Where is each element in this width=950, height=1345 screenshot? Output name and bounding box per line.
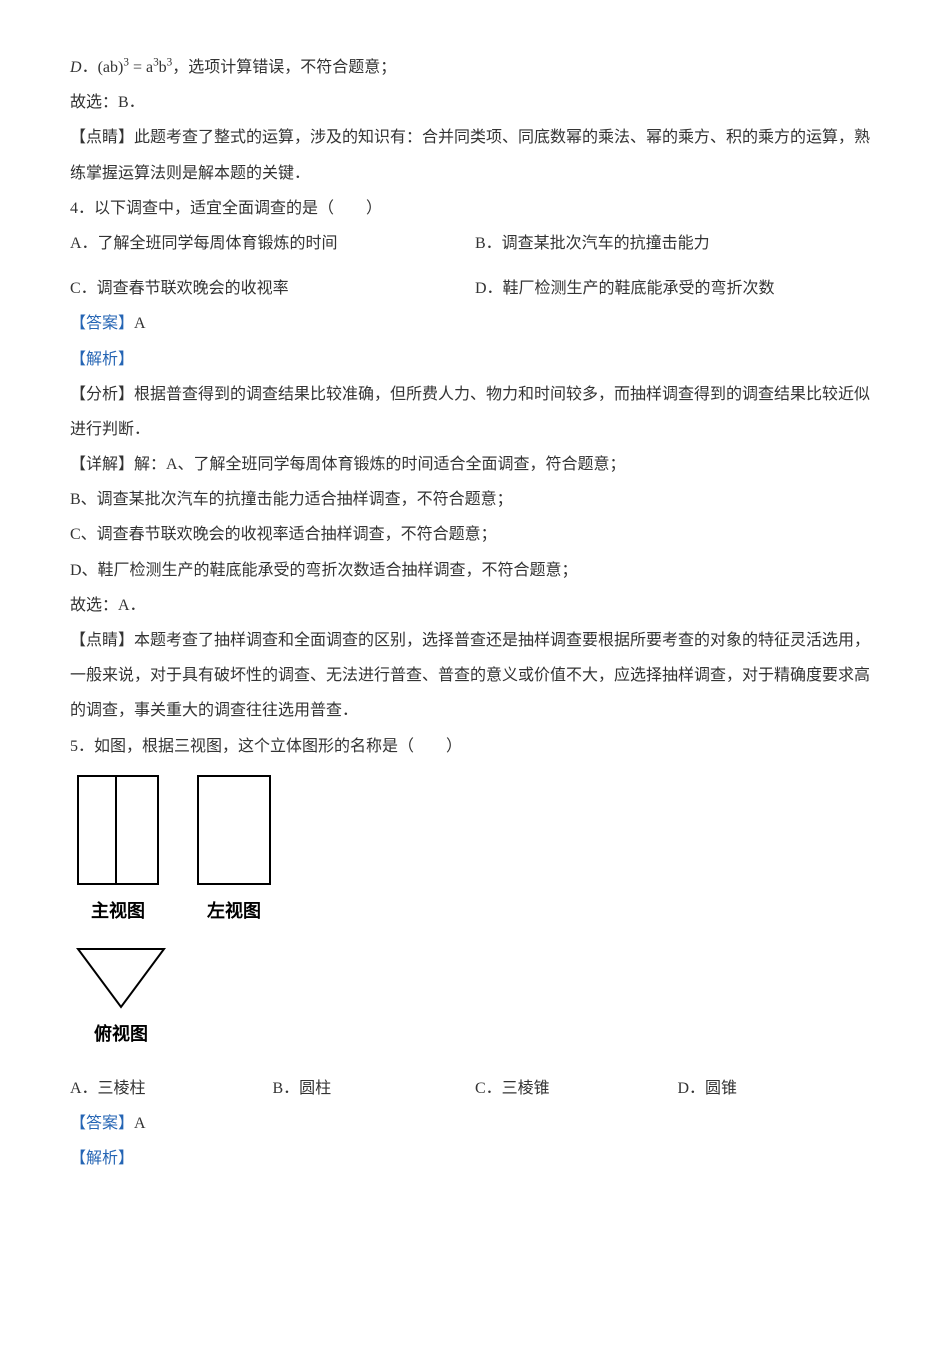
q4-fenxi: 【分析】根据普查得到的调查结果比较准确，但所费人力、物力和时间较多，而抽样调查得… (70, 377, 880, 447)
q5-option-c[interactable]: C．三棱锥 (475, 1071, 678, 1106)
views-row-2: 俯视图 (76, 947, 880, 1055)
q4-xiangjie-b: B、调查某批次汽车的抗撞击能力适合抽样调查，不符合题意； (70, 482, 880, 517)
prev-therefore: 故选：B． (70, 85, 880, 120)
prev-dianjing: 【点睛】此题考查了整式的运算，涉及的知识有：合并同类项、同底数幂的乘法、幂的乘方… (70, 120, 880, 190)
q4-xiangjie-a: 【详解】解：A、了解全班同学每周体育锻炼的时间适合全面调查，符合题意； (70, 447, 880, 482)
front-view-icon (76, 774, 160, 886)
top-view-block: 俯视图 (76, 947, 166, 1055)
math-expr: (ab)3 = a3b3 (98, 59, 173, 76)
q5-options: A．三棱柱 B．圆柱 C．三棱锥 D．圆锥 (70, 1071, 880, 1106)
answer-label: 【答案】 (70, 1115, 134, 1132)
front-view-block: 主视图 (76, 774, 160, 932)
front-view-label: 主视图 (91, 892, 145, 932)
q4-stem: 4．以下调查中，适宜全面调查的是（ ） (70, 191, 880, 226)
q4-jiexi-label: 【解析】 (70, 342, 880, 377)
prev-option-d: D．(ab)3 = a3b3，选项计算错误，不符合题意； (70, 50, 880, 85)
q5-answer-line: 【答案】A (70, 1106, 880, 1141)
q4-xiangjie-c: C、调查春节联欢晚会的收视率适合抽样调查，不符合题意； (70, 517, 880, 552)
q4-option-d[interactable]: D．鞋厂检测生产的鞋底能承受的弯折次数 (475, 271, 880, 306)
q4-option-a[interactable]: A．了解全班同学每周体育锻炼的时间 (70, 226, 475, 261)
q5-stem: 5．如图，根据三视图，这个立体图形的名称是（ ） (70, 729, 880, 764)
left-view-icon (196, 774, 272, 886)
left-view-label: 左视图 (207, 892, 261, 932)
q4-xiangjie-d: D、鞋厂检测生产的鞋底能承受的弯折次数适合抽样调查，不符合题意； (70, 553, 880, 588)
q5-option-b[interactable]: B．圆柱 (273, 1071, 476, 1106)
q4-option-b[interactable]: B．调查某批次汽车的抗撞击能力 (475, 226, 880, 261)
answer-label: 【答案】 (70, 315, 134, 332)
q5-jiexi-label: 【解析】 (70, 1141, 880, 1176)
letter-d: D (70, 59, 82, 76)
q4-option-c[interactable]: C．调查春节联欢晚会的收视率 (70, 271, 475, 306)
q5-option-d[interactable]: D．圆锥 (678, 1071, 881, 1106)
q4-answer-line: 【答案】A (70, 306, 880, 341)
top-view-label: 俯视图 (94, 1015, 148, 1055)
q5-answer: A (134, 1115, 146, 1132)
q5-option-a[interactable]: A．三棱柱 (70, 1071, 273, 1106)
q4-answer: A (134, 315, 146, 332)
q4-therefore: 故选：A． (70, 588, 880, 623)
left-view-block: 左视图 (196, 774, 272, 932)
q4-dianjing: 【点睛】本题考查了抽样调查和全面调查的区别，选择普查还是抽样调查要根据所要考查的… (70, 623, 880, 729)
q5-figure: 主视图 左视图 俯视图 (76, 774, 880, 1055)
top-view-icon (76, 947, 166, 1009)
q4-options: A．了解全班同学每周体育锻炼的时间 B．调查某批次汽车的抗撞击能力 C．调查春节… (70, 226, 880, 306)
views-row-1: 主视图 左视图 (76, 774, 880, 932)
